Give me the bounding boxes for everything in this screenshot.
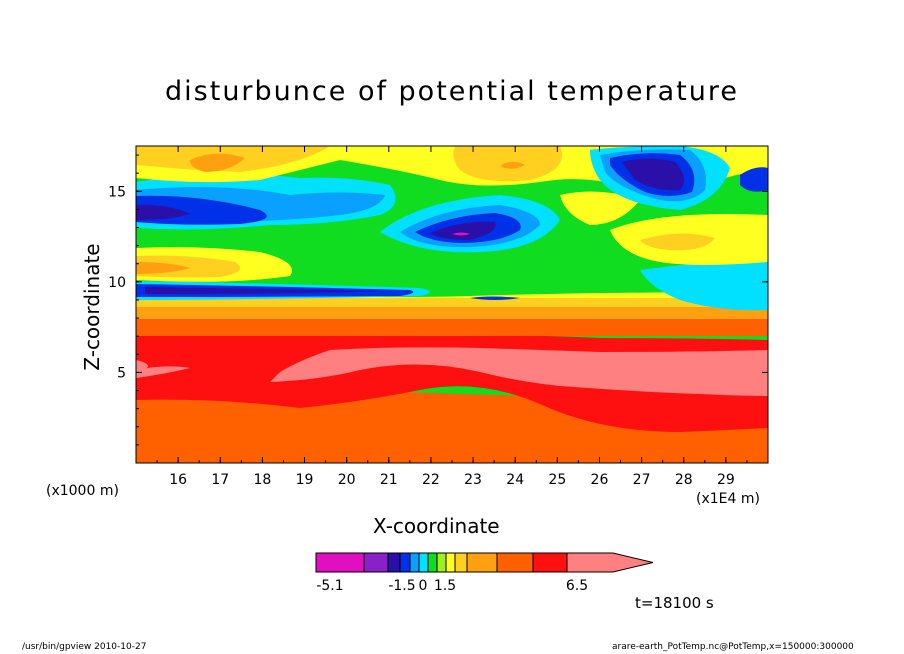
colorbar: -5.1 -1.5 0 1.5 6.5 (315, 552, 654, 594)
chart-title: disturbunce of potential temperature (165, 76, 739, 107)
colorbar-segment (315, 552, 365, 573)
x-tick-label: 28 (675, 472, 693, 488)
x-tick-label: 22 (422, 472, 440, 488)
x-tick-label: 25 (548, 472, 566, 488)
x-tick-label: 21 (380, 472, 398, 488)
x-axis-label: X-coordinate (373, 514, 500, 538)
colorbar-segment (454, 552, 468, 573)
x-tick-label: 16 (169, 472, 187, 488)
x-tick-label: 26 (591, 472, 609, 488)
time-label: t=18100 s (635, 594, 714, 612)
colorbar-segment (532, 552, 568, 573)
y-tick-label: 5 (117, 365, 126, 381)
colorbar-segment (466, 552, 498, 573)
colorbar-segment (363, 552, 389, 573)
x-axis-unit-right: (x1E4 m) (696, 491, 760, 507)
colorbar-segment (427, 552, 438, 573)
footer-right: arare-earth_PotTemp.nc@PotTemp,x=150000:… (612, 642, 854, 652)
colorbar-label: 0 (419, 578, 428, 594)
colorbar-label: 1.5 (434, 578, 456, 594)
x-tick-label: 19 (296, 472, 314, 488)
colorbar-segment (418, 552, 429, 573)
x-tick-label: 17 (211, 472, 229, 488)
x-tick-label: 29 (717, 472, 735, 488)
colorbar-segment (399, 552, 411, 573)
colorbar-segment (445, 552, 456, 573)
colorbar-label: -1.5 (388, 578, 415, 594)
y-tick-label: 15 (108, 184, 126, 200)
colorbar-segment (496, 552, 534, 573)
x-tick-label: 18 (253, 472, 271, 488)
x-axis-unit-left: (x1000 m) (46, 483, 119, 499)
plot-area (136, 146, 768, 463)
colorbar-segment (566, 552, 654, 573)
x-tick-label: 27 (633, 472, 651, 488)
colorbar-label: -5.1 (316, 578, 343, 594)
colorbar-segment (387, 552, 401, 573)
x-tick-label: 24 (506, 472, 524, 488)
x-tick-label: 23 (464, 472, 482, 488)
colorbar-segment (409, 552, 420, 573)
footer-left: /usr/bin/gpview 2010-10-27 (22, 642, 147, 652)
colorbar-segment (436, 552, 447, 573)
colorbar-label: 6.5 (566, 578, 588, 594)
y-tick-label: 10 (108, 275, 126, 291)
x-tick-label: 20 (338, 472, 356, 488)
